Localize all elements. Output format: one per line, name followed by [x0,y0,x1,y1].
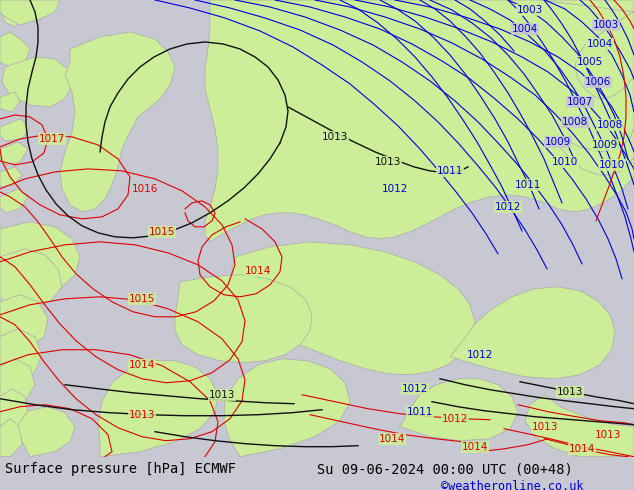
Text: 1013: 1013 [557,387,583,397]
Polygon shape [400,379,518,441]
Polygon shape [0,329,42,379]
Text: 1005: 1005 [577,57,603,67]
Polygon shape [450,287,615,379]
Polygon shape [205,0,634,242]
Text: 1003: 1003 [593,20,619,30]
Polygon shape [0,419,22,457]
Text: 1004: 1004 [512,24,538,34]
Text: 1010: 1010 [552,157,578,167]
Text: 1015: 1015 [149,227,175,237]
Text: 1011: 1011 [407,407,433,416]
Polygon shape [0,92,20,112]
Text: Surface pressure [hPa] ECMWF: Surface pressure [hPa] ECMWF [5,463,236,476]
Polygon shape [525,395,634,457]
Text: 1004: 1004 [587,39,613,49]
Polygon shape [0,295,48,349]
Polygon shape [0,189,28,213]
Polygon shape [0,32,30,67]
Text: 1012: 1012 [467,350,493,360]
Text: 1011: 1011 [515,180,541,190]
Polygon shape [540,0,634,99]
Polygon shape [18,407,75,457]
Text: 1008: 1008 [562,117,588,127]
Polygon shape [0,249,62,309]
Text: 1014: 1014 [378,434,405,443]
Polygon shape [32,0,55,19]
Text: 1016: 1016 [132,184,158,194]
Polygon shape [0,167,22,187]
Polygon shape [0,0,30,27]
Text: 1007: 1007 [567,97,593,107]
Text: ©weatheronline.co.uk: ©weatheronline.co.uk [441,480,583,490]
Text: 1003: 1003 [517,5,543,15]
Polygon shape [98,361,218,457]
Polygon shape [0,142,28,165]
Text: Su 09-06-2024 00:00 UTC (00+48): Su 09-06-2024 00:00 UTC (00+48) [317,463,573,476]
Polygon shape [0,119,30,141]
Polygon shape [60,32,175,212]
Text: 1012: 1012 [402,384,428,394]
Text: 1013: 1013 [375,157,401,167]
Polygon shape [2,57,72,107]
Text: 1013: 1013 [322,132,348,142]
Text: 1012: 1012 [495,202,521,212]
Text: 1014: 1014 [462,441,488,452]
Text: 1010: 1010 [599,160,625,170]
Text: 1012: 1012 [382,184,408,194]
Text: 1014: 1014 [129,360,155,370]
Text: 1009: 1009 [545,137,571,147]
Text: 1006: 1006 [585,77,611,87]
Polygon shape [560,127,634,175]
Polygon shape [224,359,350,457]
Polygon shape [232,242,475,375]
Text: 1013: 1013 [595,430,621,440]
Polygon shape [0,389,28,433]
Polygon shape [0,359,35,407]
Polygon shape [0,222,80,297]
Text: 1011: 1011 [437,166,463,176]
Text: 1015: 1015 [129,294,155,304]
Polygon shape [175,275,312,363]
Text: 1014: 1014 [569,443,595,454]
Text: 1014: 1014 [245,266,271,276]
Text: 1013: 1013 [129,410,155,420]
Text: 1013: 1013 [532,422,558,432]
Text: 1012: 1012 [442,414,468,424]
Text: 1008: 1008 [597,120,623,130]
Polygon shape [0,0,60,25]
Text: 1009: 1009 [592,140,618,150]
Text: 1017: 1017 [39,134,65,144]
Text: 1013: 1013 [209,390,235,400]
